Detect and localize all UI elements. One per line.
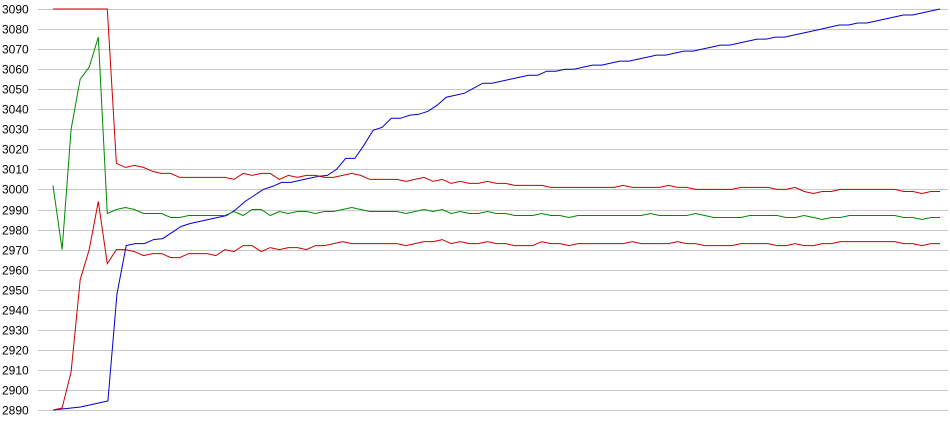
series-line-1 (52, 8, 941, 411)
y-tick-label: 2990 (2, 204, 29, 218)
y-tick-label: 2920 (2, 344, 29, 358)
y-tick-label: 3030 (2, 123, 29, 137)
y-tick-label: 2890 (2, 404, 29, 418)
y-tick-label: 3090 (2, 3, 29, 17)
y-tick-label: 2970 (2, 244, 29, 258)
y-tick-label: 2950 (2, 284, 29, 298)
grid-lines (38, 9, 948, 411)
y-tick-label: 2900 (2, 384, 29, 398)
y-tick-label: 3080 (2, 23, 29, 37)
y-tick-label: 3060 (2, 63, 29, 77)
y-tick-label: 3070 (2, 43, 29, 57)
y-axis: 2890 2900 2910 2920 2930 2940 2950 2960 2970 2980… (2, 3, 29, 418)
y-tick-label: 2980 (2, 224, 29, 238)
y-tick-label: 3010 (2, 163, 29, 177)
y-tick-label: 2940 (2, 304, 29, 318)
y-tick-label: 3020 (2, 143, 29, 157)
y-tick-label: 2910 (2, 364, 29, 378)
y-tick-label: 2960 (2, 264, 29, 278)
y-tick-label: 3050 (2, 83, 29, 97)
series-line-2 (52, 36, 940, 250)
y-tick-label: 2930 (2, 324, 29, 338)
series-line-4 (52, 201, 940, 411)
y-tick-label: 3040 (2, 103, 29, 117)
series-group (52, 8, 941, 411)
series-line-3 (53, 8, 940, 195)
y-tick-label: 3000 (2, 183, 29, 197)
